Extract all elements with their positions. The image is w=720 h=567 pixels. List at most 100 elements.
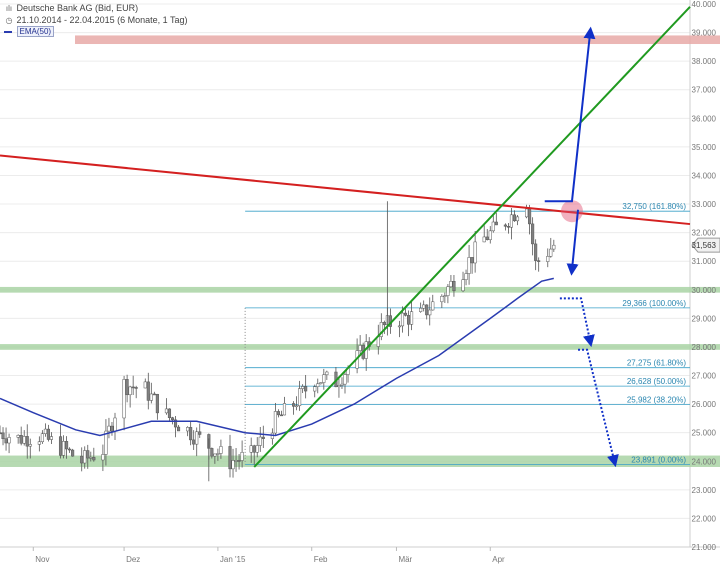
- candle: [325, 370, 329, 380]
- candle: [270, 428, 274, 445]
- candle-body: [68, 448, 72, 451]
- candle: [552, 239, 556, 252]
- clock-icon[interactable]: ◷: [5, 16, 13, 25]
- candle-body: [488, 230, 492, 240]
- candle: [240, 440, 244, 468]
- candle-body: [152, 393, 156, 396]
- candle: [334, 366, 338, 388]
- candle: [549, 237, 553, 258]
- y-tick-label: 24.000: [692, 457, 717, 466]
- candle: [452, 274, 456, 297]
- candle-body: [503, 224, 507, 227]
- last-price-tag: [691, 237, 720, 253]
- candle: [4, 427, 8, 451]
- candle: [16, 434, 20, 444]
- candle: [213, 453, 217, 464]
- chart-type-icon[interactable]: ılı: [5, 4, 13, 13]
- x-tick-label: Apr: [492, 555, 505, 564]
- candle: [177, 424, 181, 432]
- candle: [382, 320, 386, 334]
- candle: [343, 371, 347, 394]
- candle-body: [337, 385, 341, 388]
- y-tick-label: 30.000: [692, 286, 717, 295]
- candle: [146, 372, 150, 410]
- candle: [407, 310, 411, 337]
- candle: [167, 408, 172, 422]
- candle: [298, 380, 302, 411]
- candle-body: [110, 425, 114, 432]
- y-tick-label: 39.000: [692, 29, 717, 38]
- candle-body: [382, 322, 386, 326]
- candle: [149, 382, 153, 404]
- candle-body: [473, 241, 477, 264]
- y-tick-label: 38.000: [692, 57, 717, 66]
- candle: [379, 313, 383, 341]
- candle-body: [295, 405, 299, 408]
- resistance-trendline: [0, 154, 691, 226]
- chart-title: Deutsche Bank AG (Bid, EUR): [16, 3, 139, 13]
- candle: [446, 283, 450, 304]
- candle-body: [534, 243, 538, 261]
- candle: [292, 401, 296, 415]
- candle: [403, 308, 408, 317]
- candle-body: [86, 450, 90, 459]
- ema50-line: [0, 277, 554, 437]
- candle-body: [282, 403, 287, 416]
- candle-body: [170, 417, 175, 421]
- candle-body: [467, 257, 471, 274]
- candle: [449, 274, 453, 288]
- candle: [237, 454, 241, 470]
- candle: [228, 434, 232, 478]
- candle-body: [65, 441, 69, 450]
- y-tick-label: 36.000: [692, 114, 717, 123]
- candle: [376, 324, 380, 355]
- candle-body: [237, 460, 241, 462]
- candle-body: [403, 312, 408, 316]
- candle: [512, 210, 517, 222]
- candle: [28, 438, 32, 459]
- candle-body: [325, 371, 329, 376]
- candle: [92, 447, 96, 462]
- candle: [101, 444, 105, 472]
- candle-body: [131, 386, 135, 389]
- y-tick-label: 28.000: [692, 343, 717, 352]
- candle-body: [443, 295, 447, 297]
- candle-body: [446, 286, 450, 296]
- candle-body: [552, 244, 556, 250]
- candle-body: [28, 444, 32, 447]
- candle-body: [428, 309, 432, 316]
- candle-body: [313, 386, 317, 392]
- candles: [0, 204, 556, 478]
- y-tick-label: 29.000: [692, 314, 717, 323]
- candle: [68, 447, 72, 453]
- candle: [313, 384, 317, 398]
- candle-body: [358, 345, 362, 351]
- candle: [419, 302, 423, 313]
- x-tick-label: Dez: [126, 555, 140, 564]
- candle: [104, 419, 108, 466]
- y-tick-label: 32.000: [692, 229, 717, 238]
- chart-range-row: ◷ 21.10.2014 - 22.04.2015 (6 Monate, 1 T…: [4, 15, 188, 26]
- candle: [282, 396, 287, 416]
- candle-body: [228, 446, 232, 470]
- candle: [131, 375, 135, 395]
- candle-body: [252, 445, 256, 453]
- candle-body: [107, 425, 111, 432]
- candle-body: [482, 236, 486, 243]
- candle: [364, 334, 368, 371]
- chart-range: 21.10.2014 - 22.04.2015 (6 Monate, 1 Tag…: [16, 15, 188, 25]
- candle: [110, 421, 114, 436]
- ema-legend-label[interactable]: EMA(50): [16, 26, 55, 37]
- candle: [122, 375, 126, 431]
- candle-body: [258, 436, 262, 446]
- candle: [107, 417, 111, 439]
- candle: [164, 398, 168, 415]
- candle-body: [494, 221, 498, 226]
- candle-body: [58, 436, 63, 456]
- candle-body: [249, 445, 253, 453]
- candle: [428, 297, 432, 326]
- y-tick-label: 40.000: [692, 0, 717, 9]
- candle-body: [89, 457, 93, 459]
- candle-body: [177, 426, 181, 432]
